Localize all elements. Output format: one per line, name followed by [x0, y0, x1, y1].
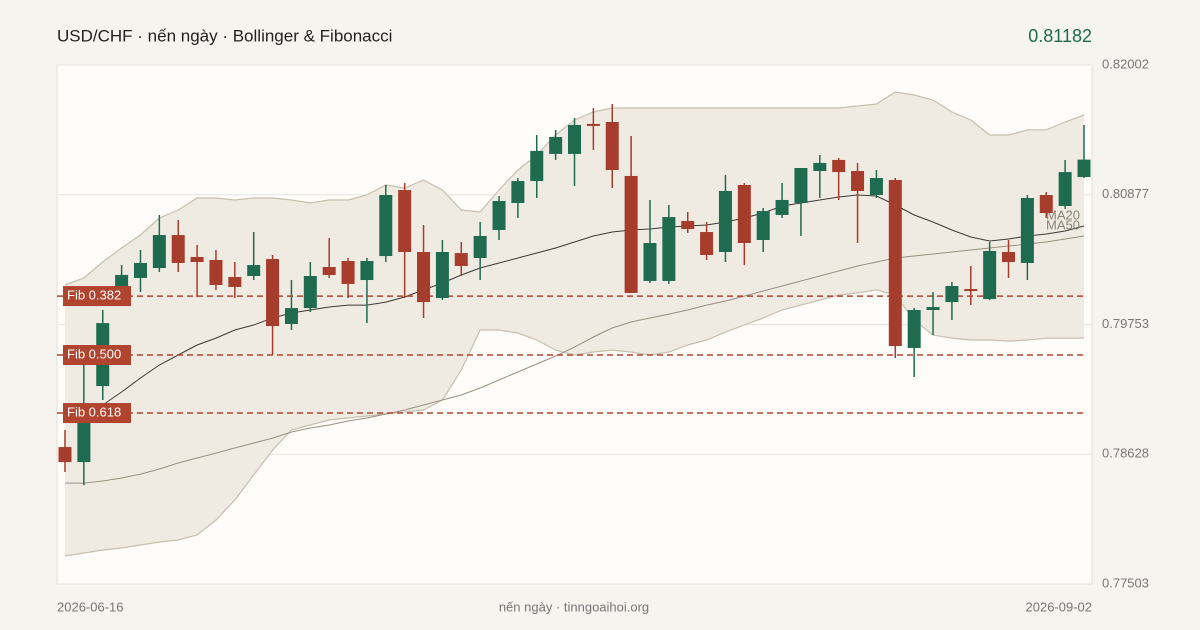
candle-body — [624, 175, 638, 293]
candle-body — [1002, 251, 1016, 263]
ma-line — [65, 235, 1085, 484]
candle-body — [888, 180, 902, 347]
fib-label-bg — [63, 403, 131, 424]
candle-body — [152, 235, 166, 269]
candle-body — [907, 310, 921, 348]
candle-body — [756, 211, 770, 240]
legend-label: MA20 — [1046, 207, 1080, 222]
legend-label: MA50 — [1046, 217, 1080, 232]
candle-body — [1020, 198, 1034, 263]
candle-body — [851, 171, 865, 191]
fib-label: Fib 0.618 — [67, 404, 121, 419]
candle-body — [643, 242, 657, 281]
candle-body — [794, 168, 808, 203]
chart-title: USD/CHF · nến ngày · Bollinger & Fibonac… — [57, 26, 392, 45]
candle-body — [681, 220, 695, 230]
candle-body — [983, 250, 997, 300]
candle-body — [1077, 159, 1091, 178]
candle-body — [398, 190, 412, 252]
candle-body — [171, 235, 185, 263]
ma-line — [64, 194, 1085, 419]
candle-body — [454, 253, 468, 266]
last-value: 0.81182 — [1028, 26, 1092, 46]
candle-body — [1039, 195, 1053, 214]
fib-label: Fib 0.382 — [67, 288, 121, 303]
candle-body — [568, 124, 581, 154]
candle-body — [700, 232, 714, 255]
candle-body — [813, 162, 827, 172]
candle-body — [341, 260, 355, 284]
candle-body — [77, 413, 91, 463]
candle-body — [662, 217, 676, 281]
candle-body — [417, 251, 431, 303]
y-tick-label: 0.82002 — [1102, 56, 1149, 71]
candle-body — [379, 195, 393, 257]
candle-body — [133, 262, 147, 278]
candle-body — [492, 201, 506, 230]
candle-body — [832, 159, 846, 173]
candle-body — [605, 121, 619, 170]
candle-body — [266, 259, 280, 327]
candle-body — [58, 447, 72, 463]
candle-body — [718, 190, 732, 252]
y-tick-label: 0.80877 — [1102, 186, 1149, 201]
candle-body — [209, 259, 223, 285]
y-tick-label: 0.77503 — [1102, 575, 1149, 590]
candle-body — [964, 289, 978, 292]
candle-body — [303, 275, 317, 309]
x-tick-label: 2026-06-16 — [57, 599, 124, 614]
candle-body — [945, 286, 959, 303]
candle-body — [247, 265, 261, 276]
candle-body — [360, 260, 374, 281]
candle-body — [926, 307, 940, 311]
candle-body — [1058, 172, 1072, 206]
bollinger-area — [65, 92, 1084, 556]
candle-body — [586, 123, 600, 126]
footer: nến ngày · tinngoaihoi.org — [499, 599, 649, 614]
y-tick-label: 0.78628 — [1102, 446, 1149, 461]
candle-body — [530, 150, 544, 182]
candle-body — [737, 184, 751, 243]
fib-label-bg — [63, 286, 131, 307]
candle-body — [775, 199, 789, 215]
candle-body — [284, 308, 298, 324]
candle-body — [435, 251, 449, 299]
candle-body — [869, 178, 883, 196]
x-tick-label: 2026-09-02 — [1026, 599, 1093, 614]
candle-body — [511, 181, 525, 203]
y-tick-label: 0.79753 — [1102, 316, 1149, 331]
candle-body — [549, 136, 563, 154]
fib-label-bg — [63, 345, 131, 366]
fib-label: Fib 0.500 — [67, 346, 121, 361]
candle-body — [190, 256, 204, 263]
candle-body — [473, 235, 487, 258]
candle-body — [322, 266, 336, 275]
candle-body — [228, 277, 242, 287]
